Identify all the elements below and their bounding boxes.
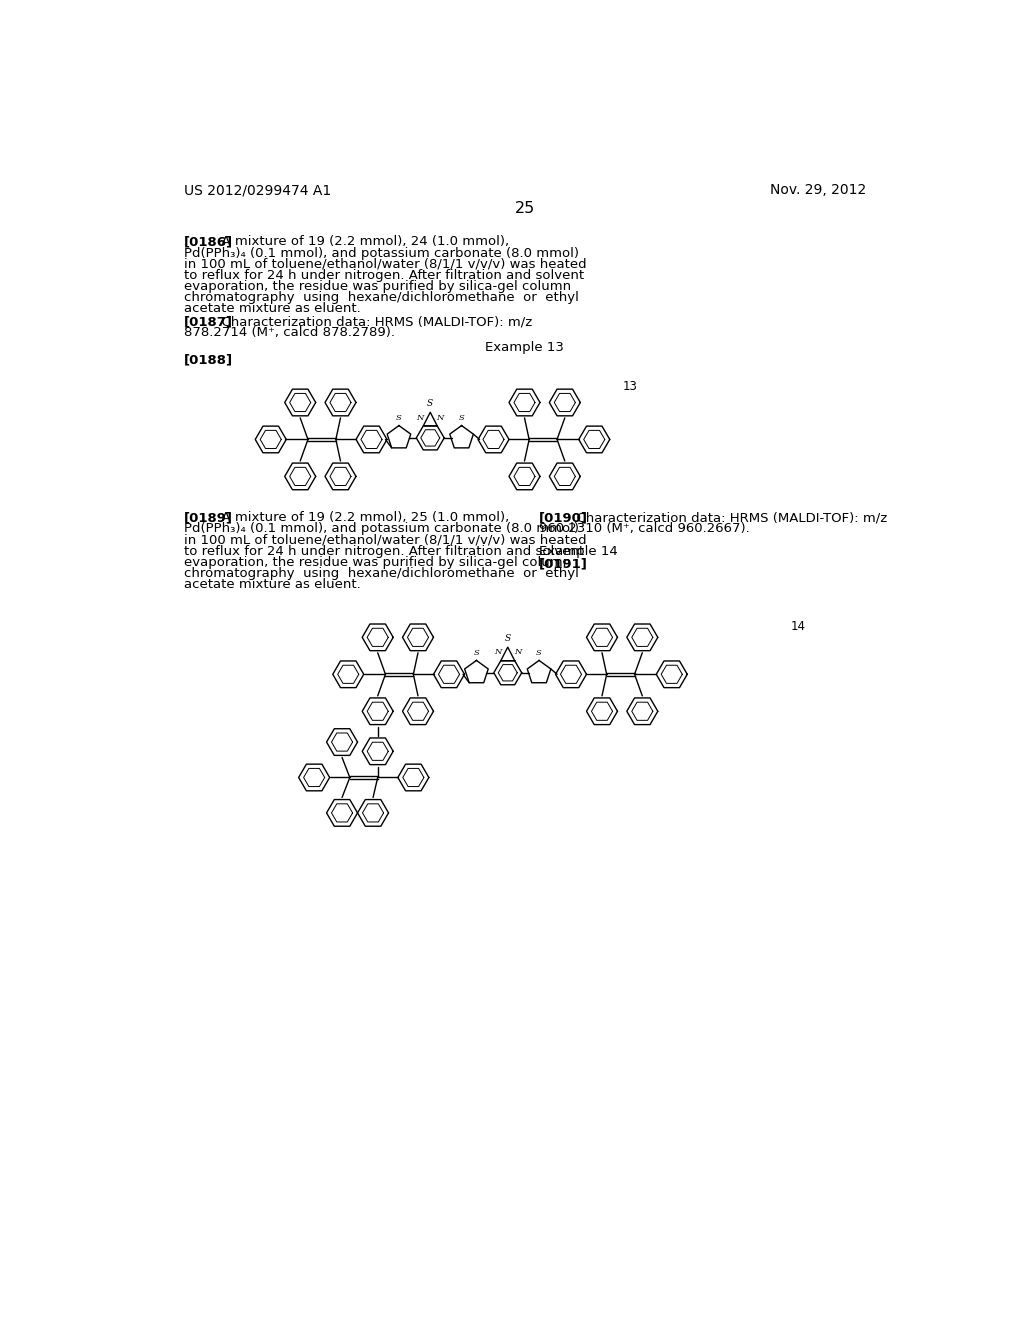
Text: 960.2310 (M⁺, calcd 960.2667).: 960.2310 (M⁺, calcd 960.2667). [539,523,750,535]
Text: N: N [495,648,502,656]
Text: [0187]: [0187] [183,315,232,329]
Text: A mixture of 19 (2.2 mmol), 25 (1.0 mmol),: A mixture of 19 (2.2 mmol), 25 (1.0 mmol… [213,511,510,524]
Text: N: N [417,413,424,421]
Text: 878.2714 (M⁺, calcd 878.2789).: 878.2714 (M⁺, calcd 878.2789). [183,326,395,339]
Text: acetate mixture as eluent.: acetate mixture as eluent. [183,302,360,315]
Text: chromatography  using  hexane/dichloromethane  or  ethyl: chromatography using hexane/dichlorometh… [183,292,579,304]
Text: Characterization data: HRMS (MALDI-TOF): m/z: Characterization data: HRMS (MALDI-TOF):… [213,315,532,329]
Text: S: S [427,400,433,408]
Text: Nov. 29, 2012: Nov. 29, 2012 [770,183,866,197]
Text: 25: 25 [515,201,535,215]
Text: Pd(PPh₃)₄ (0.1 mmol), and potassium carbonate (8.0 mmol): Pd(PPh₃)₄ (0.1 mmol), and potassium carb… [183,247,579,260]
Text: in 100 mL of toluene/ethanol/water (8/1/1 v/v/v) was heated: in 100 mL of toluene/ethanol/water (8/1/… [183,533,587,546]
Text: [0191]: [0191] [539,557,588,570]
Text: [0186]: [0186] [183,235,232,248]
Text: US 2012/0299474 A1: US 2012/0299474 A1 [183,183,331,197]
Text: Pd(PPh₃)₄ (0.1 mmol), and potassium carbonate (8.0 mmol): Pd(PPh₃)₄ (0.1 mmol), and potassium carb… [183,523,579,535]
Text: chromatography  using  hexane/dichloromethane  or  ethyl: chromatography using hexane/dichlorometh… [183,566,579,579]
Text: Characterization data: HRMS (MALDI-TOF): m/z: Characterization data: HRMS (MALDI-TOF):… [568,511,888,524]
Text: S: S [505,635,511,643]
Text: Example 13: Example 13 [485,341,564,354]
Text: S: S [459,413,465,422]
Text: acetate mixture as eluent.: acetate mixture as eluent. [183,578,360,591]
Text: S: S [537,648,542,656]
Text: evaporation, the residue was purified by silica-gel column: evaporation, the residue was purified by… [183,556,571,569]
Text: evaporation, the residue was purified by silica-gel column: evaporation, the residue was purified by… [183,280,571,293]
Text: S: S [396,413,401,422]
Text: to reflux for 24 h under nitrogen. After filtration and solvent: to reflux for 24 h under nitrogen. After… [183,545,584,557]
Text: in 100 mL of toluene/ethanol/water (8/1/1 v/v/v) was heated: in 100 mL of toluene/ethanol/water (8/1/… [183,257,587,271]
Text: 13: 13 [623,380,637,393]
Text: N: N [436,413,443,421]
Text: A mixture of 19 (2.2 mmol), 24 (1.0 mmol),: A mixture of 19 (2.2 mmol), 24 (1.0 mmol… [213,235,509,248]
Text: S: S [473,648,479,656]
Text: [0188]: [0188] [183,354,232,366]
Text: Example 14: Example 14 [539,545,617,557]
Text: N: N [514,648,521,656]
Text: [0190]: [0190] [539,511,588,524]
Text: to reflux for 24 h under nitrogen. After filtration and solvent: to reflux for 24 h under nitrogen. After… [183,269,584,282]
Text: 14: 14 [791,620,806,634]
Text: [0189]: [0189] [183,511,232,524]
